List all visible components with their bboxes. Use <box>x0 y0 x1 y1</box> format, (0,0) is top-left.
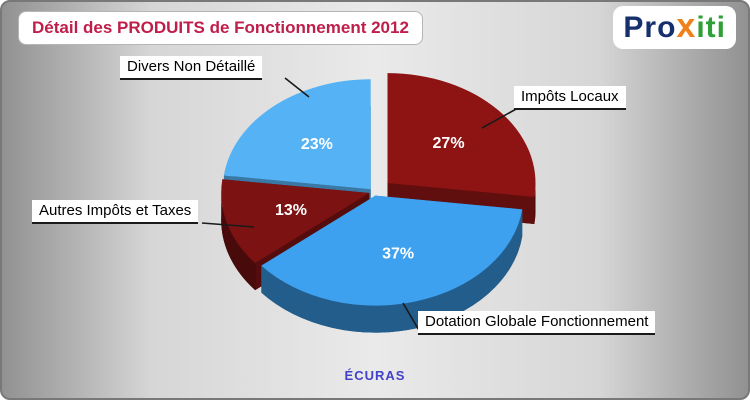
label-impots-locaux: Impôts Locaux <box>514 86 626 110</box>
label-dotation-globale: Dotation Globale Fonctionnement <box>418 311 656 335</box>
pie-slice-rim <box>534 183 536 224</box>
pie-percent-label: 37% <box>382 246 414 263</box>
callout-leader-line <box>201 222 255 228</box>
callout-leader-line <box>284 77 310 98</box>
logo-part-pro: Pro <box>623 11 677 44</box>
commune-name: ÉCURAS <box>344 368 406 383</box>
pie-percent-label: 13% <box>275 202 307 219</box>
pie-slice-rim <box>261 209 523 333</box>
callout-leader-line <box>402 302 421 333</box>
pie-slice <box>261 195 523 306</box>
logo-part-x: x <box>676 7 697 45</box>
pie-slice <box>387 73 536 197</box>
chart-title-box: Détail des PRODUITS de Fonctionnement 20… <box>18 11 423 45</box>
chart-title: Détail des PRODUITS de Fonctionnement 20… <box>32 18 409 37</box>
pie-slice <box>223 79 371 190</box>
logo-part-iti: iti <box>696 11 726 44</box>
pie-percent-label: 27% <box>433 135 465 152</box>
label-divers-non-detaille: Divers Non Détaillé <box>120 56 263 80</box>
callout-leader-line <box>481 107 519 129</box>
label-autres-impots-taxes: Autres Impôts et Taxes <box>32 200 199 224</box>
pie-percent-label: 23% <box>301 136 333 153</box>
pie-slice <box>221 179 370 264</box>
proxiti-logo: Proxiti <box>613 6 736 49</box>
pie-slice-rim <box>221 193 256 291</box>
